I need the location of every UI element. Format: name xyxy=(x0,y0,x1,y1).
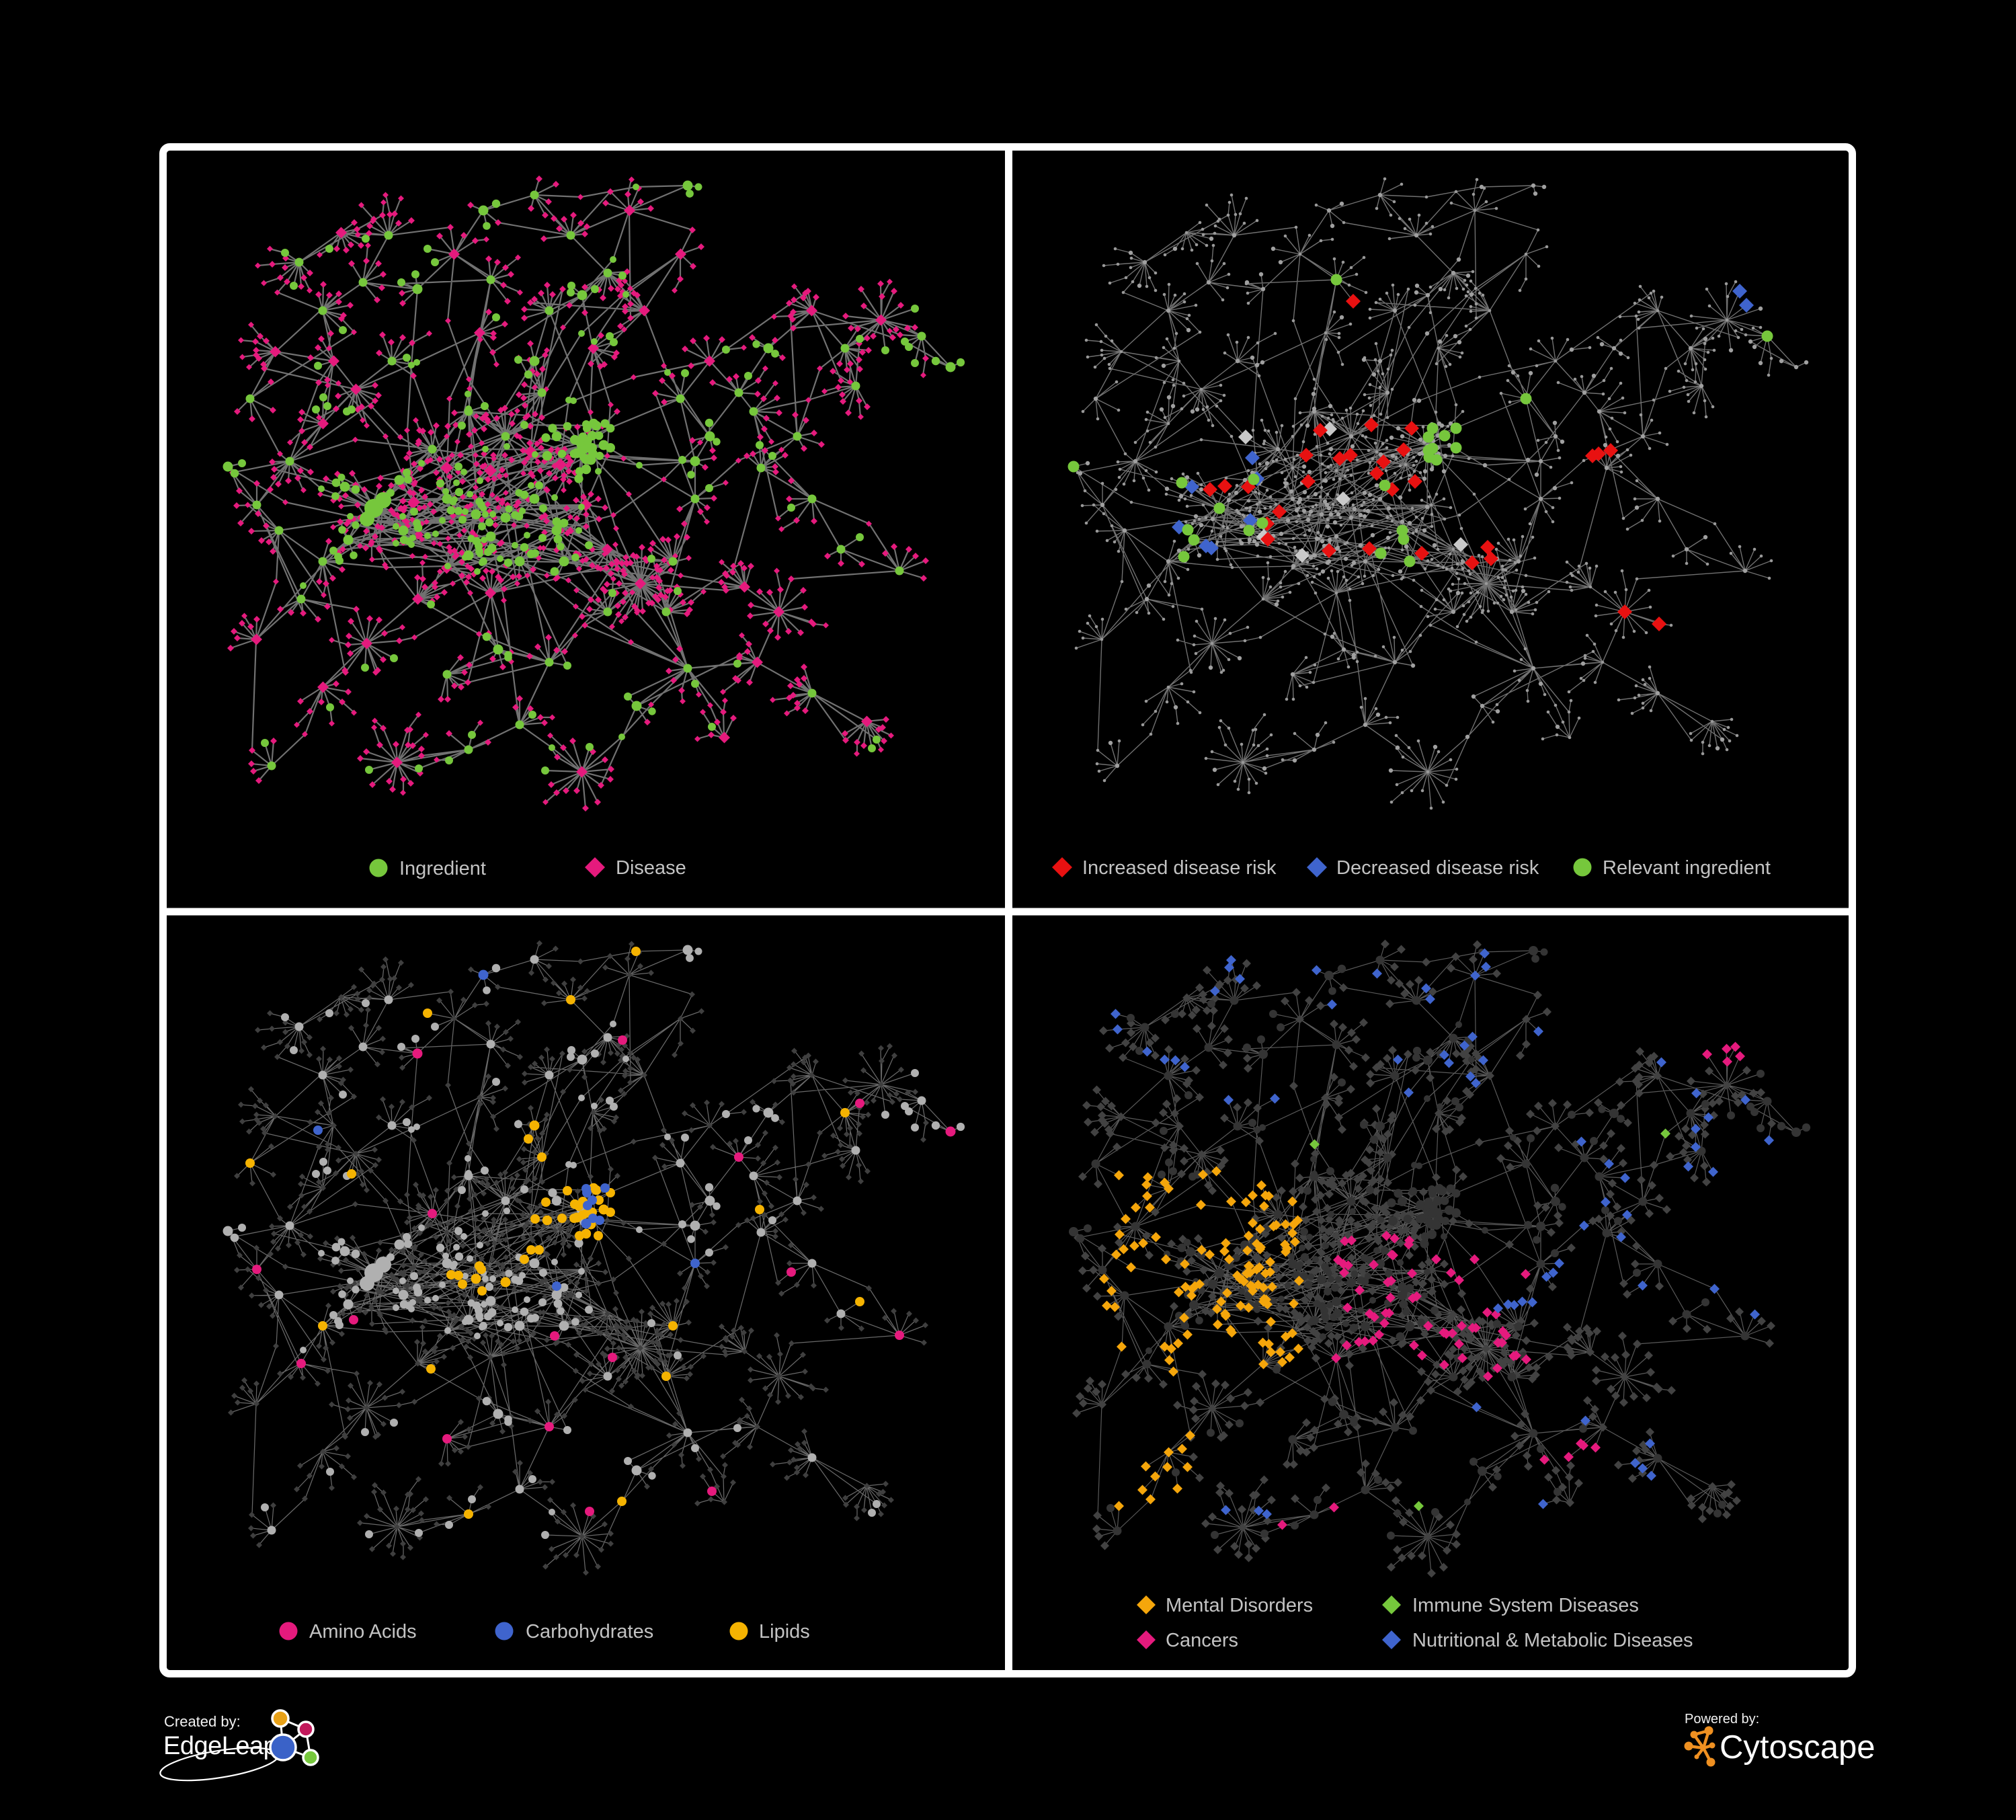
svg-text:Cancers: Cancers xyxy=(1166,1630,1238,1651)
svg-text:Amino Acids: Amino Acids xyxy=(309,1621,417,1643)
svg-text:Mental Disorders: Mental Disorders xyxy=(1166,1595,1313,1616)
svg-text:Cytoscape: Cytoscape xyxy=(1720,1729,1876,1766)
svg-text:Lipids: Lipids xyxy=(759,1621,810,1643)
svg-text:Disease: Disease xyxy=(616,857,686,879)
svg-text:Created by:: Created by: xyxy=(164,1713,241,1730)
svg-text:EdgeLeap: EdgeLeap xyxy=(163,1732,277,1760)
svg-text:Immune System Diseases: Immune System Diseases xyxy=(1412,1595,1639,1616)
svg-text:Relevant ingredient: Relevant ingredient xyxy=(1603,857,1771,879)
svg-text:Carbohydrates: Carbohydrates xyxy=(526,1621,653,1643)
svg-text:Powered by:: Powered by: xyxy=(1685,1712,1759,1727)
svg-text:Nutritional & Metabolic Diseas: Nutritional & Metabolic Diseases xyxy=(1412,1630,1693,1651)
svg-text:Ingredient: Ingredient xyxy=(399,858,486,879)
svg-text:Increased disease risk: Increased disease risk xyxy=(1082,857,1277,879)
svg-text:Decreased disease risk: Decreased disease risk xyxy=(1336,857,1539,879)
